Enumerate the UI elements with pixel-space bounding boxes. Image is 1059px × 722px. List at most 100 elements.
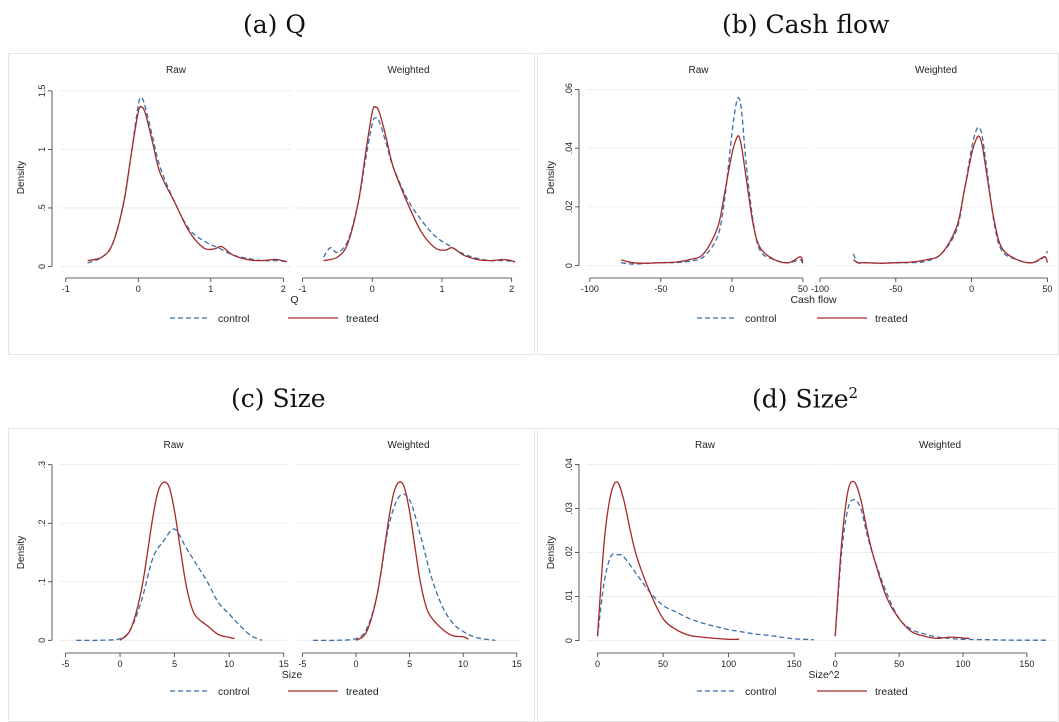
panel-c-weighted-treated-line	[355, 481, 469, 641]
panel-b-raw-control-line	[621, 97, 804, 265]
panel-b-x-axis-label: Cash flow	[790, 294, 837, 306]
panel-a-x-tick-label: 1	[439, 284, 444, 294]
panel-c-y-tick-label: .1	[37, 578, 47, 586]
panel-a-raw-treated-line	[87, 105, 288, 263]
panel-b-y-tick-label: .02	[564, 201, 574, 214]
panel-d-title-superscript: 2	[848, 384, 859, 402]
panel-d-x-tick-label: 50	[658, 659, 668, 669]
panel-a-frame	[8, 53, 535, 355]
panel-d-x-tick-label: 150	[1019, 659, 1034, 669]
panel-b-x-tick-label: 50	[1042, 284, 1052, 294]
panel-b-legend-control-label: control	[745, 313, 777, 325]
panel-c-x-tick-label: 15	[512, 659, 522, 669]
panel-d-weighted-treated-line	[834, 480, 970, 640]
panel-a-y-tick-label: .5	[37, 204, 47, 212]
panel-a-legend-treated-label: treated	[346, 313, 379, 325]
panel-a-subplot-title-raw: Raw	[166, 65, 187, 76]
panel-a-title: (a) Q	[243, 10, 306, 39]
panel-d-x-tick-label: 100	[955, 659, 970, 669]
panel-c-x-tick-label: 5	[407, 659, 412, 669]
panel-b-x-tick-label: 0	[729, 284, 734, 294]
panel-d-y-tick-label: .01	[564, 590, 574, 603]
panel-c-y-tick-label: 0	[37, 638, 47, 643]
panel-c-x-tick-label: -5	[61, 659, 69, 669]
panel-d-x-tick-label: 0	[833, 659, 838, 669]
panel-a-x-tick-label: 1	[208, 284, 213, 294]
panel-d-x-axis-label: Size^2	[808, 669, 839, 681]
panel-a-weighted-treated-line	[323, 105, 516, 263]
panel-c-x-tick-label: 15	[279, 659, 289, 669]
panel-b-subplot-title-weighted: Weighted	[915, 65, 957, 76]
panel-d-y-axis-label: Density	[546, 536, 557, 569]
panel-d-y-tick-label: .02	[564, 546, 574, 559]
panel-c-legend-treated-label: treated	[346, 686, 379, 698]
panel-c-raw-control-line	[76, 528, 263, 642]
panel-b-y-tick-label: 0	[564, 263, 574, 268]
panel-b-weighted-control-line	[852, 126, 1049, 264]
panel-d-y-tick-label: .03	[564, 502, 574, 515]
panel-b-frame	[537, 53, 1059, 355]
panel-b-raw-treated-line	[620, 135, 804, 264]
panel-a-x-tick-label: -1	[62, 284, 70, 294]
panel-a-y-axis-label: Density	[16, 161, 27, 194]
panel-c-y-tick-label: .3	[37, 461, 47, 469]
panel-c-x-tick-label: -5	[298, 659, 306, 669]
panel-a-y-tick-label: 1.5	[37, 85, 47, 98]
panel-c-legend-control-label: control	[218, 686, 250, 698]
panel-a-y-tick-label: 1	[37, 147, 47, 152]
panel-b-title: (b) Cash flow	[722, 10, 890, 39]
panel-d-weighted-control-line	[834, 498, 1047, 641]
panel-c-frame	[8, 428, 535, 722]
panel-c-title: (c) Size	[231, 384, 326, 413]
panel-b-y-tick-label: .06	[564, 83, 574, 96]
panel-c-y-tick-label: .2	[37, 519, 47, 527]
panel-b-x-tick-label: 50	[798, 284, 808, 294]
panel-c-x-axis-label: Size	[282, 669, 303, 681]
panel-c-y-axis-label: Density	[16, 536, 27, 569]
panel-d-x-tick-label: 50	[894, 659, 904, 669]
panel-a-raw-control-line	[87, 96, 287, 264]
panel-b-y-tick-label: .04	[564, 142, 574, 155]
panel-b-x-tick-label: -50	[889, 284, 902, 294]
panel-b-x-tick-label: -100	[581, 284, 599, 294]
panel-c-weighted-control-line	[313, 493, 496, 642]
panel-b-x-tick-label: 0	[969, 284, 974, 294]
panel-d-x-tick-label: 100	[721, 659, 736, 669]
panel-d-title: (d) Size2	[752, 384, 858, 413]
panel-d-title-text: (d) Size	[752, 384, 849, 414]
panel-c-x-tick-label: 0	[353, 659, 358, 669]
panel-d-y-tick-label: .04	[564, 458, 574, 471]
panel-a-x-axis-label: Q	[290, 294, 298, 306]
panel-a-legend-control-label: control	[218, 313, 250, 325]
panel-b-y-axis-label: Density	[546, 161, 557, 194]
panel-b-x-tick-label: -100	[811, 284, 829, 294]
panel-b-x-tick-label: -50	[654, 284, 667, 294]
panel-a-x-tick-label: 2	[509, 284, 514, 294]
panel-c-x-tick-label: 10	[224, 659, 234, 669]
panel-d-legend-control-label: control	[745, 686, 777, 698]
panel-d-frame	[537, 428, 1059, 722]
panel-a-x-tick-label: 2	[281, 284, 286, 294]
panel-c-x-tick-label: 0	[118, 659, 123, 669]
panel-d-y-tick-label: 0	[564, 638, 574, 643]
panel-b-weighted-treated-line	[852, 135, 1049, 264]
panel-d-raw-treated-line	[596, 481, 740, 640]
panel-b-subplot-title-raw: Raw	[688, 65, 709, 76]
panel-d-legend-treated-label: treated	[875, 686, 908, 698]
panel-d-subplot-title-weighted: Weighted	[919, 440, 961, 451]
panel-a-x-tick-label: 0	[370, 284, 375, 294]
panel-c-subplot-title-weighted: Weighted	[387, 440, 429, 451]
panel-c-x-tick-label: 10	[458, 659, 468, 669]
panel-d-x-tick-label: 0	[595, 659, 600, 669]
panel-a-weighted-control-line	[322, 116, 516, 263]
panel-a-x-tick-label: -1	[299, 284, 307, 294]
panel-c-raw-treated-line	[119, 481, 235, 641]
panel-a-y-tick-label: 0	[37, 264, 47, 269]
panel-c-x-tick-label: 5	[172, 659, 177, 669]
panel-d-subplot-title-raw: Raw	[695, 440, 716, 451]
panel-b-legend-treated-label: treated	[875, 313, 908, 325]
panel-a-x-tick-label: 0	[136, 284, 141, 294]
panel-d-raw-control-line	[596, 553, 814, 641]
panel-a-subplot-title-weighted: Weighted	[387, 65, 429, 76]
